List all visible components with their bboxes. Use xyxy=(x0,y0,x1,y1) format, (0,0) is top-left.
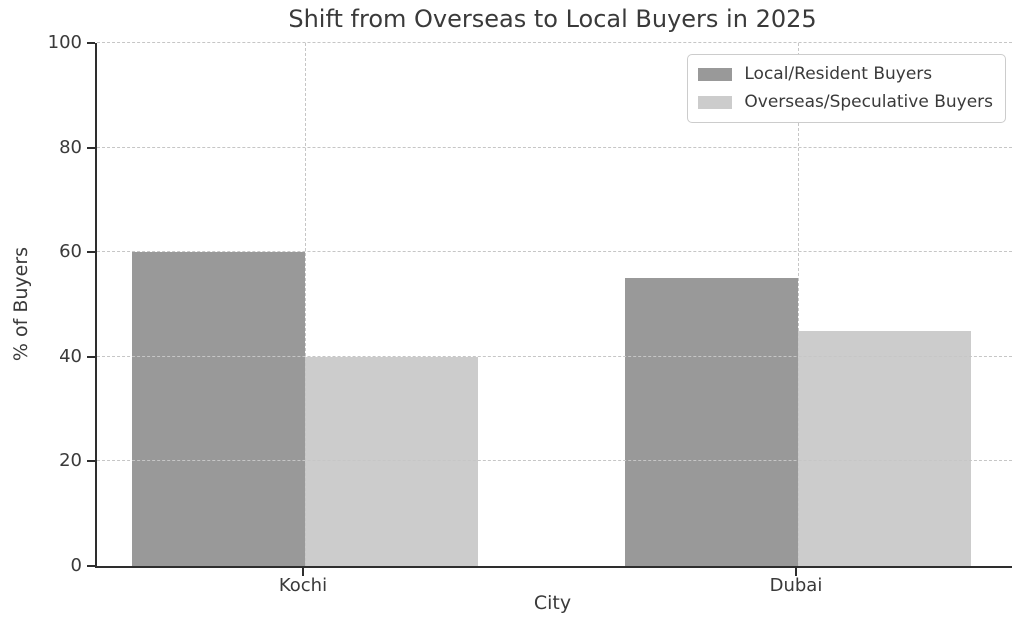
legend-swatch-overseas-speculative-buyers xyxy=(698,96,733,109)
bar-overseas-speculative-buyers-dubai xyxy=(797,330,971,566)
y-axis-label: % of Buyers xyxy=(10,246,32,362)
legend: Local/Resident Buyers Overseas/Speculativ… xyxy=(687,54,1006,123)
v-gridline-kochi xyxy=(304,43,306,566)
y-tick-label-100: 100 xyxy=(47,32,82,53)
y-tick-label-80: 80 xyxy=(59,136,82,158)
h-gridline-100 xyxy=(97,42,1012,43)
h-gridline-60 xyxy=(97,251,1012,253)
y-tick-mark-80 xyxy=(87,146,95,149)
y-tick-mark-40 xyxy=(87,355,95,358)
y-tick-label-20: 20 xyxy=(59,450,82,472)
x-tick-mark-kochi xyxy=(301,568,304,576)
y-tick-label-60: 60 xyxy=(59,241,82,263)
legend-item-overseas-speculative-buyers: Overseas/Speculative Buyers xyxy=(698,92,993,113)
bar-overseas-speculative-buyers-kochi xyxy=(304,356,478,566)
bar-local-resident-buyers-kochi xyxy=(132,252,305,566)
v-gridline-dubai xyxy=(797,43,799,566)
bar-local-resident-buyers-dubai xyxy=(625,278,798,566)
y-tick-label-0: 0 xyxy=(70,555,82,576)
legend-label-local-resident-buyers: Local/Resident Buyers xyxy=(744,64,933,84)
legend-label-overseas-speculative-buyers: Overseas/Speculative Buyers xyxy=(744,92,993,112)
x-tick-mark-dubai xyxy=(794,568,797,576)
y-tick-label-40: 40 xyxy=(59,345,82,367)
h-gridline-80 xyxy=(97,146,1012,148)
legend-swatch-local-resident-buyers xyxy=(698,68,733,81)
y-tick-mark-60 xyxy=(87,251,95,254)
x-tick-label-dubai: Dubai xyxy=(769,575,823,596)
y-tick-mark-100 xyxy=(87,42,95,44)
chart-title: Shift from Overseas to Local Buyers in 2… xyxy=(288,5,817,33)
plot-area: Local/Resident Buyers Overseas/Speculativ… xyxy=(95,42,1012,568)
y-tick-mark-20 xyxy=(87,460,95,463)
h-gridline-40 xyxy=(97,355,1012,357)
x-tick-label-kochi: Kochi xyxy=(278,575,328,596)
x-axis-label: City xyxy=(533,592,572,614)
y-tick-mark-0 xyxy=(87,565,95,567)
legend-item-local-resident-buyers: Local/Resident Buyers xyxy=(698,64,993,85)
h-gridline-20 xyxy=(97,460,1012,462)
